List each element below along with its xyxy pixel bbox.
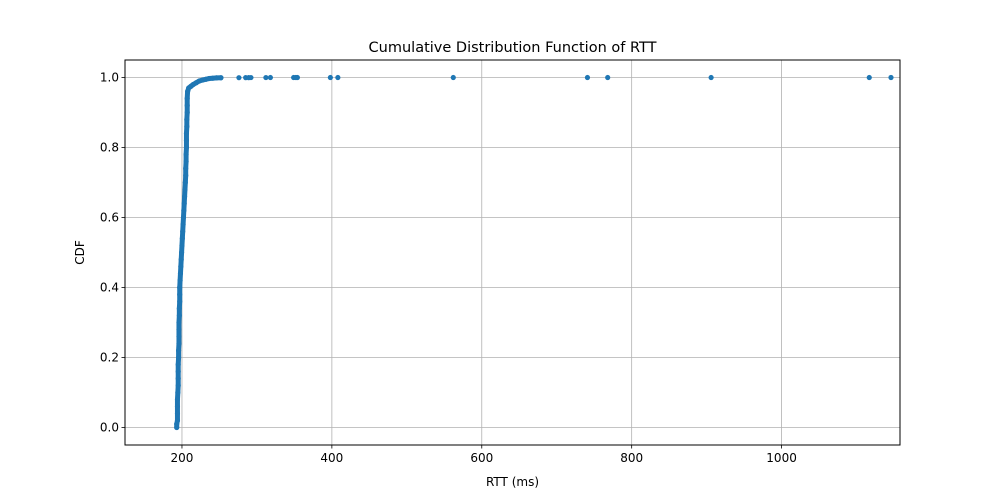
data-points <box>174 74 894 431</box>
data-point <box>888 74 894 81</box>
data-point <box>175 347 182 354</box>
y-tick-label: 0.8 <box>100 141 119 155</box>
y-tick-label: 0.4 <box>100 281 119 295</box>
data-point <box>263 74 269 81</box>
data-point <box>183 144 190 151</box>
x-tick-label: 400 <box>320 451 343 465</box>
data-point <box>206 75 212 82</box>
x-tick-label: 1000 <box>766 451 797 465</box>
x-axis-title: RTT (ms) <box>486 475 539 489</box>
data-point <box>183 130 190 137</box>
data-point <box>175 361 181 368</box>
data-point <box>180 214 187 221</box>
data-point <box>176 333 182 340</box>
data-point <box>866 74 872 81</box>
data-point <box>179 242 185 249</box>
data-point <box>708 74 714 81</box>
axis-ticks: 200 400 600 800 1000 0.0 0.2 0.4 0.6 0.8 1.0 <box>100 71 797 465</box>
data-point <box>175 382 181 389</box>
y-tick-label: 0.2 <box>100 351 119 365</box>
data-point <box>450 74 456 81</box>
data-point <box>177 277 183 284</box>
data-point <box>179 235 185 242</box>
data-point <box>184 102 190 109</box>
data-point <box>184 123 190 130</box>
data-point <box>213 75 220 81</box>
data-point <box>184 95 190 102</box>
x-tick-label: 600 <box>470 451 493 465</box>
data-point <box>178 263 184 270</box>
data-point <box>183 158 189 165</box>
data-point <box>174 403 181 410</box>
data-point <box>177 291 183 298</box>
data-point <box>175 368 181 375</box>
data-point <box>218 75 224 81</box>
data-point <box>174 410 181 417</box>
y-tick-label: 0.0 <box>100 421 119 435</box>
chart-title: Cumulative Distribution Function of RTT <box>369 40 657 56</box>
y-tick-label: 1.0 <box>100 71 119 85</box>
data-point <box>248 74 254 81</box>
data-point <box>181 200 187 207</box>
data-point <box>175 354 182 361</box>
data-point <box>294 74 300 81</box>
y-tick-label: 0.6 <box>100 211 119 225</box>
data-point <box>180 228 186 235</box>
data-point <box>183 165 189 172</box>
data-point <box>176 326 182 333</box>
x-tick-label: 200 <box>171 451 194 465</box>
data-point <box>210 75 216 81</box>
data-point <box>267 74 274 81</box>
data-point <box>181 207 187 214</box>
data-point <box>176 312 182 319</box>
data-point <box>175 375 181 382</box>
data-point <box>584 74 591 81</box>
data-point <box>184 116 190 123</box>
data-point <box>236 75 242 81</box>
data-point <box>178 256 184 263</box>
data-point <box>176 340 182 347</box>
data-point <box>182 186 188 193</box>
x-tick-label: 800 <box>620 451 643 465</box>
data-point <box>176 319 182 326</box>
data-point <box>176 305 182 312</box>
data-point <box>174 396 181 403</box>
data-point <box>175 389 181 396</box>
y-axis-title: CDF <box>73 240 87 265</box>
data-point <box>605 74 611 81</box>
data-point <box>174 417 181 424</box>
data-point <box>183 172 189 179</box>
data-point <box>182 179 188 186</box>
data-point <box>327 74 333 81</box>
data-point <box>335 74 341 81</box>
data-point <box>178 249 185 256</box>
plot-area-frame <box>124 59 901 446</box>
data-point <box>184 109 190 116</box>
data-point <box>183 151 189 158</box>
data-point <box>177 284 183 291</box>
data-point <box>183 137 190 144</box>
data-point <box>177 270 184 277</box>
data-point <box>177 298 183 305</box>
data-point <box>181 193 188 200</box>
data-point <box>180 221 186 228</box>
grid-layer <box>125 60 900 445</box>
